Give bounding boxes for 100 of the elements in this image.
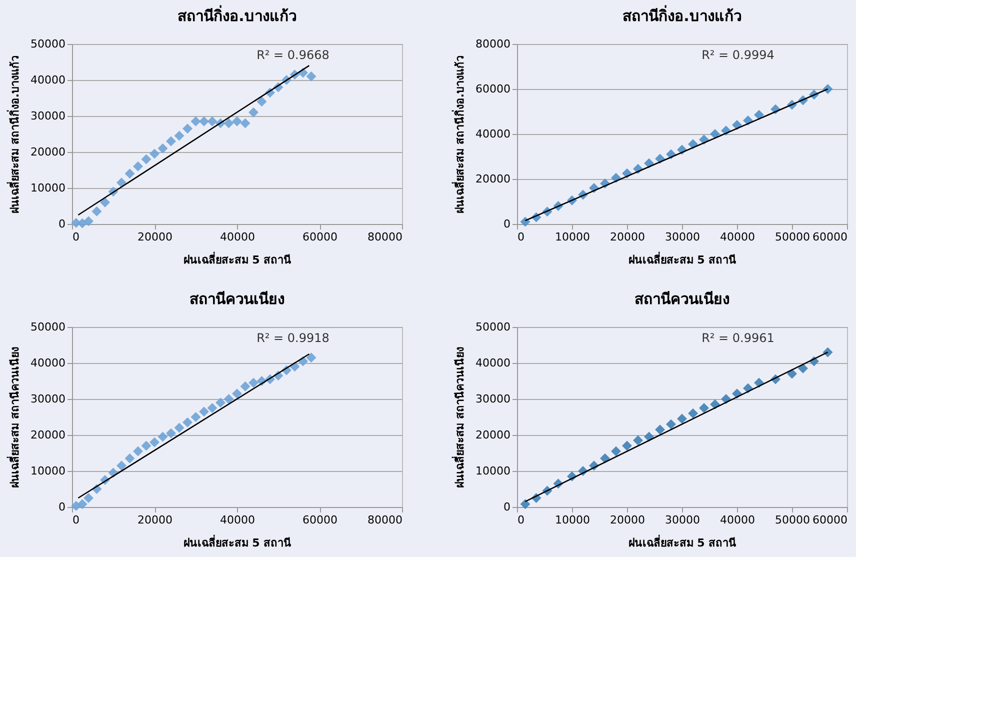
point (84, 493, 94, 503)
y-axis-title: ฝนเฉลี่ยสะสม สถานีควนเนียง (6, 347, 22, 488)
point (116, 460, 126, 471)
point (199, 406, 209, 417)
point (158, 143, 168, 154)
y-tick-label: 0 (58, 218, 66, 230)
y-axis-title: ฝนเฉลี่ยสะสม สถานีกิ่งอ.บางแก้ว (6, 55, 22, 214)
point (248, 107, 258, 118)
point (611, 446, 621, 456)
point (141, 154, 152, 164)
y-tick-label: 0 (504, 218, 510, 230)
point (232, 116, 242, 126)
x-axis-title: ฝนเฉลี่ยสะสม 5 สถานี (628, 252, 737, 266)
x-tick-label: 60000 (302, 230, 338, 244)
x-axis-title: ฝนเฉลี่ยสะสม 5 สถานี (183, 252, 292, 266)
y-tick-label: 20000 (30, 428, 66, 442)
point (207, 403, 218, 413)
x-tick-label: 20000 (610, 514, 645, 526)
point (158, 432, 168, 442)
point (133, 161, 143, 172)
y-tick-label: 50000 (476, 320, 510, 334)
x-tick-label: 0 (518, 230, 524, 244)
point (207, 116, 218, 126)
point (182, 417, 192, 428)
point (822, 347, 833, 358)
point (520, 499, 530, 510)
point (248, 378, 258, 388)
x-tick-label: 30000 (665, 230, 700, 244)
point (256, 96, 267, 107)
x-tick-label: 60000 (302, 514, 338, 526)
point (633, 435, 643, 446)
x-tick-label: 40000 (720, 230, 755, 244)
point (141, 440, 152, 451)
y-tick-label: 40000 (476, 356, 510, 370)
point (84, 216, 94, 226)
y-tick-label: 20000 (476, 428, 510, 442)
point (224, 118, 234, 128)
x-tick-label: 40000 (720, 514, 755, 526)
chart-title: สถานีกิ่งอ.บางแก้ว (622, 5, 742, 25)
y-tick-label: 40000 (30, 356, 66, 370)
y-tick-label: 0 (504, 500, 510, 514)
x-tick-label: 80000 (368, 514, 402, 526)
point (677, 414, 687, 424)
x-tick-label: 40000 (220, 514, 255, 526)
point (688, 408, 698, 418)
annotation: R² = 0.9668 (256, 48, 330, 62)
point (699, 403, 709, 413)
y-tick-label: 30000 (476, 392, 510, 406)
x-tick-label: 0 (72, 514, 80, 526)
point (124, 168, 135, 179)
point (710, 129, 720, 139)
y-tick-label: 80000 (476, 38, 510, 50)
point (124, 453, 135, 464)
point (116, 178, 126, 188)
y-tick-label: 10000 (30, 182, 66, 194)
point (306, 71, 316, 82)
x-tick-label: 0 (72, 230, 80, 244)
point (666, 419, 676, 430)
y-tick-label: 50000 (30, 38, 66, 50)
annotation: R² = 0.9961 (702, 331, 774, 345)
y-tick-label: 0 (58, 500, 66, 514)
point (77, 499, 88, 510)
annotation: R² = 0.9994 (702, 48, 774, 62)
x-tick-label: 60000 (812, 514, 848, 526)
y-tick-label: 40000 (30, 74, 66, 86)
point (622, 440, 632, 451)
chart-title: สถานีกิ่งอ.บางแก้ว (178, 5, 296, 25)
chart-title: สถานีควนเนียง (190, 290, 284, 308)
x-tick-label: 0 (518, 514, 524, 526)
y-tick-label: 50000 (30, 320, 66, 334)
point (199, 116, 209, 126)
y-tick-label: 10000 (30, 464, 66, 478)
point (306, 352, 316, 363)
point (166, 136, 176, 146)
x-tick-label: 20000 (138, 230, 172, 244)
point (190, 412, 201, 422)
point (240, 381, 250, 392)
y-tick-label: 10000 (476, 464, 510, 478)
point (710, 399, 720, 410)
y-tick-label: 40000 (476, 128, 510, 140)
point (798, 363, 808, 374)
x-tick-label: 50000 (775, 514, 810, 526)
point (133, 446, 143, 456)
point (520, 216, 530, 227)
y-tick-label: 30000 (30, 110, 66, 122)
point (232, 388, 242, 399)
point (100, 197, 110, 208)
x-tick-label: 10000 (555, 230, 590, 244)
x-axis-title: ฝนเฉลี่ยสะสม 5 สถานี (183, 534, 292, 550)
point (190, 116, 201, 126)
point (92, 206, 102, 216)
point (822, 84, 833, 94)
y-tick-label: 30000 (30, 392, 66, 406)
point (787, 368, 797, 379)
y-tick-label: 60000 (476, 82, 510, 96)
point (182, 124, 192, 134)
point (166, 428, 176, 438)
y-tick-label: 20000 (30, 146, 66, 158)
point (150, 148, 160, 159)
y-axis-title: ฝนเฉลี่ยสะสม สถานีควนเนียง (452, 347, 467, 488)
